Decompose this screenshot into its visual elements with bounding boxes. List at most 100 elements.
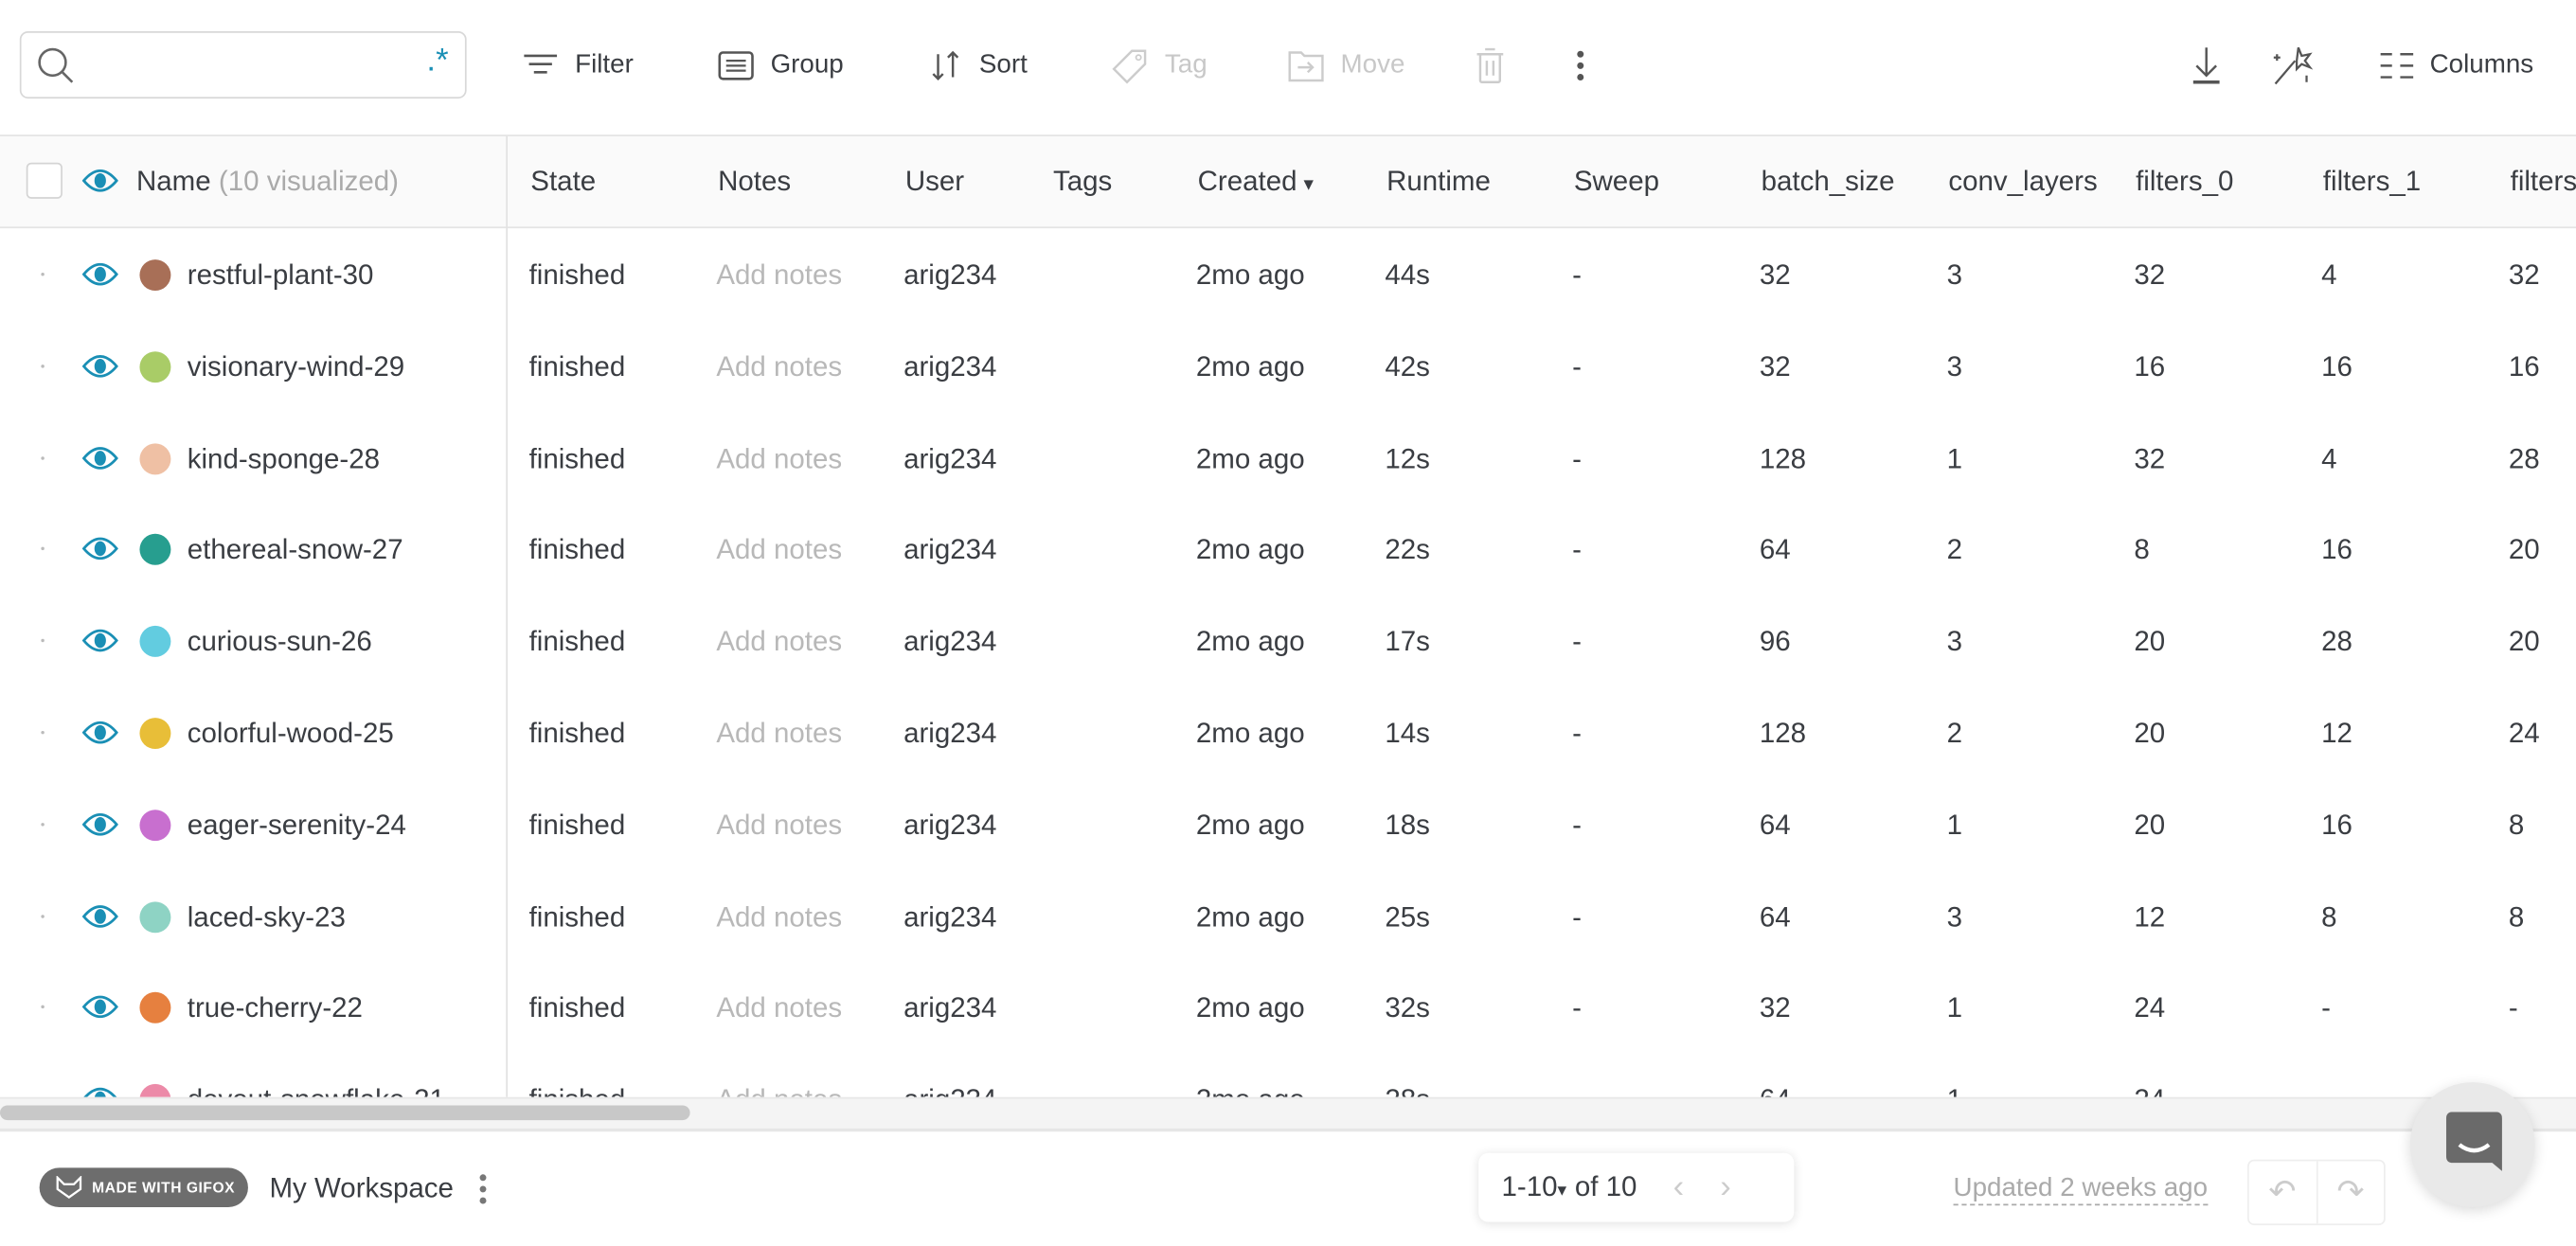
table-row[interactable]: true-cherry-22 finished Add notes arig234 2m… bbox=[0, 961, 2576, 1053]
run-name-link[interactable]: laced-sky-23 bbox=[187, 900, 346, 933]
table-row[interactable]: laced-sky-23 finished Add notes arig234 2mo … bbox=[0, 870, 2576, 962]
run-name-link[interactable]: eager-serenity-24 bbox=[187, 809, 406, 841]
column-header-filters-1[interactable]: filters_1 bbox=[2323, 136, 2504, 226]
eye-icon[interactable] bbox=[81, 992, 118, 1022]
run-name-link[interactable]: true-cherry-22 bbox=[187, 992, 363, 1024]
column-header-runtime[interactable]: Runtime bbox=[1386, 136, 1567, 226]
column-header-name[interactable]: Name (10 visualized) bbox=[136, 136, 399, 226]
run-color-swatch[interactable] bbox=[139, 442, 171, 474]
run-name-link[interactable]: restful-plant-30 bbox=[187, 259, 374, 292]
eye-icon[interactable] bbox=[81, 810, 118, 839]
cell-notes[interactable]: Add notes bbox=[716, 259, 843, 292]
run-color-swatch[interactable] bbox=[139, 350, 171, 383]
sort-desc-icon[interactable]: ▾ bbox=[1303, 172, 1314, 196]
run-color-swatch[interactable] bbox=[139, 1084, 171, 1097]
cell-tags[interactable] bbox=[1051, 686, 1190, 778]
regex-toggle[interactable]: .* bbox=[426, 43, 449, 80]
column-header-user[interactable]: User bbox=[905, 136, 1008, 226]
table-row[interactable]: ethereal-snow-27 finished Add notes arig234… bbox=[0, 503, 2576, 595]
eye-icon[interactable] bbox=[81, 166, 118, 195]
cell-tags[interactable] bbox=[1051, 320, 1190, 412]
column-header-state[interactable]: State bbox=[530, 136, 711, 226]
column-header-notes[interactable]: Notes bbox=[718, 136, 899, 226]
cell-tags[interactable] bbox=[1051, 961, 1190, 1053]
run-color-swatch[interactable] bbox=[139, 992, 171, 1024]
chat-support-button[interactable] bbox=[2409, 1082, 2535, 1208]
cell-notes[interactable]: Add notes bbox=[716, 350, 843, 383]
cell-tags[interactable] bbox=[1051, 228, 1190, 320]
tag-button[interactable]: Tag bbox=[1112, 46, 1208, 86]
delete-button[interactable] bbox=[1476, 46, 1505, 86]
filter-button[interactable]: Filter bbox=[523, 46, 634, 86]
column-header-filters-2[interactable]: filters_2 bbox=[2511, 136, 2576, 226]
row-handle[interactable] bbox=[41, 455, 45, 460]
eye-icon[interactable] bbox=[81, 901, 118, 931]
table-row[interactable]: eager-serenity-24 finished Add notes arig23… bbox=[0, 778, 2576, 870]
row-handle[interactable] bbox=[41, 272, 45, 276]
cell-notes[interactable]: Add notes bbox=[716, 809, 843, 841]
cell-notes[interactable]: Add notes bbox=[716, 718, 843, 750]
row-handle[interactable] bbox=[41, 822, 45, 827]
run-name-link[interactable]: colorful-wood-25 bbox=[187, 718, 394, 750]
run-name-link[interactable]: devout-snowflake-21 bbox=[188, 1053, 483, 1097]
cell-notes[interactable]: Add notes bbox=[716, 992, 843, 1024]
run-color-swatch[interactable] bbox=[139, 259, 171, 292]
cell-tags[interactable] bbox=[1051, 503, 1190, 595]
prev-page-icon[interactable]: ‹ bbox=[1673, 1168, 1685, 1205]
cell-tags[interactable] bbox=[1051, 870, 1190, 962]
eye-icon[interactable] bbox=[81, 259, 118, 289]
column-header-filters-0[interactable]: filters_0 bbox=[2136, 136, 2317, 226]
eye-icon[interactable] bbox=[81, 718, 118, 747]
run-name-link[interactable]: visionary-wind-29 bbox=[187, 350, 405, 383]
move-button[interactable]: Move bbox=[1288, 46, 1404, 86]
run-color-swatch[interactable] bbox=[139, 809, 171, 841]
workspace-more-icon[interactable] bbox=[476, 1173, 490, 1206]
table-row[interactable]: colorful-wood-25 finished Add notes arig234… bbox=[0, 686, 2576, 778]
cell-notes[interactable]: Add notes bbox=[716, 442, 843, 474]
page-size-dropdown[interactable]: 1-10▾ bbox=[1501, 1170, 1567, 1202]
columns-button[interactable]: Columns bbox=[2380, 46, 2533, 86]
cell-tags[interactable] bbox=[1051, 1053, 1190, 1097]
download-button[interactable] bbox=[2190, 46, 2223, 86]
run-color-swatch[interactable] bbox=[139, 626, 171, 658]
run-name-link[interactable]: curious-sun-26 bbox=[187, 626, 372, 658]
eye-icon[interactable] bbox=[81, 626, 118, 655]
group-button[interactable]: Group bbox=[718, 46, 844, 86]
search-input[interactable]: .* bbox=[19, 30, 467, 99]
run-color-swatch[interactable] bbox=[139, 534, 171, 566]
table-row[interactable]: kind-sponge-28 finished Add notes arig234 2m… bbox=[0, 412, 2576, 504]
run-color-swatch[interactable] bbox=[139, 718, 171, 750]
table-row[interactable]: visionary-wind-29 finished Add notes arig23… bbox=[0, 320, 2576, 412]
row-handle[interactable] bbox=[41, 914, 45, 917]
horizontal-scrollbar[interactable] bbox=[0, 1096, 2576, 1129]
column-header-sweep[interactable]: Sweep bbox=[1574, 136, 1755, 226]
next-page-icon[interactable]: › bbox=[1720, 1168, 1731, 1205]
redo-icon[interactable]: ↷ bbox=[2336, 1174, 2365, 1211]
run-name-link[interactable]: ethereal-snow-27 bbox=[187, 534, 403, 566]
eye-icon[interactable] bbox=[81, 351, 118, 381]
row-handle[interactable] bbox=[41, 730, 45, 735]
run-name-link[interactable]: kind-sponge-28 bbox=[187, 442, 381, 474]
cell-tags[interactable] bbox=[1051, 595, 1190, 686]
more-options-button[interactable] bbox=[1574, 46, 1587, 86]
table-row[interactable]: restful-plant-30 finished Add notes arig234… bbox=[0, 228, 2576, 320]
column-header-batch-size[interactable]: batch_size bbox=[1762, 136, 1942, 226]
column-header-conv-layers[interactable]: conv_layers bbox=[1948, 136, 2112, 226]
run-color-swatch[interactable] bbox=[139, 900, 171, 933]
eye-icon[interactable] bbox=[81, 443, 118, 472]
eye-icon[interactable] bbox=[81, 534, 118, 563]
row-handle[interactable] bbox=[41, 547, 45, 551]
workspace-name[interactable]: My Workspace bbox=[269, 1172, 454, 1204]
cell-notes[interactable]: Add notes bbox=[716, 534, 843, 566]
row-handle[interactable] bbox=[41, 364, 45, 368]
cell-notes[interactable]: Add notes bbox=[716, 900, 843, 933]
column-header-tags[interactable]: Tags bbox=[1053, 136, 1191, 226]
cell-tags[interactable] bbox=[1051, 412, 1190, 504]
cell-tags[interactable] bbox=[1051, 778, 1190, 870]
scrollbar-thumb[interactable] bbox=[0, 1105, 690, 1121]
column-header-created[interactable]: Created ▾ bbox=[1198, 136, 1379, 226]
undo-icon[interactable]: ↶ bbox=[2249, 1161, 2317, 1224]
select-all-checkbox[interactable] bbox=[26, 162, 63, 199]
table-row[interactable]: curious-sun-26 finished Add notes arig234 2m… bbox=[0, 595, 2576, 686]
